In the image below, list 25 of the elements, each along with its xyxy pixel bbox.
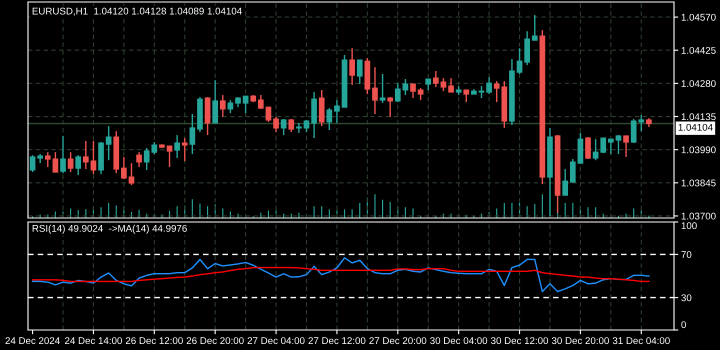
- x-tick-label: 26 Dec 12:00: [126, 337, 183, 344]
- y-tick-label: 1.03845: [682, 180, 716, 186]
- x-tick-label: 24 Dec 2024: [5, 337, 60, 344]
- x-tick-label: 30 Dec 04:00: [430, 337, 488, 344]
- x-tick-label: 30 Dec 12:00: [490, 337, 548, 344]
- y-tick-label: 0: [681, 321, 686, 328]
- chart-title: RSI(14) 49.9024 ->MA(14) 44.9976: [32, 224, 187, 234]
- y-tick-label: 1.03700: [682, 212, 716, 220]
- ref-line-label: 1.04104: [678, 124, 713, 131]
- y-tick-label: 1.04570: [682, 14, 716, 21]
- y-tick-label: 1.04425: [682, 46, 716, 54]
- y-tick-label: 1.04280: [682, 80, 716, 87]
- chart-title: EURUSD,H1 1.04120 1.04128 1.04089 1.04104: [32, 8, 242, 16]
- y-tick-label: 1.04135: [682, 113, 716, 120]
- x-tick-label: 30 Dec 20:00: [552, 337, 609, 344]
- y-tick-label: 30: [681, 294, 692, 302]
- x-tick-label: 24 Dec 14:00: [65, 337, 122, 344]
- x-tick-label: 27 Dec 20:00: [369, 337, 426, 344]
- y-tick-label: 70: [681, 251, 692, 258]
- x-tick-label: 26 Dec 20:00: [186, 337, 244, 344]
- x-tick-label: 31 Dec 04:00: [612, 337, 670, 344]
- y-tick-label: 1.03990: [682, 146, 716, 154]
- x-tick-label: 27 Dec 04:00: [248, 337, 305, 344]
- y-tick-label: 100: [682, 222, 697, 230]
- x-tick-label: 27 Dec 12:00: [308, 337, 366, 344]
